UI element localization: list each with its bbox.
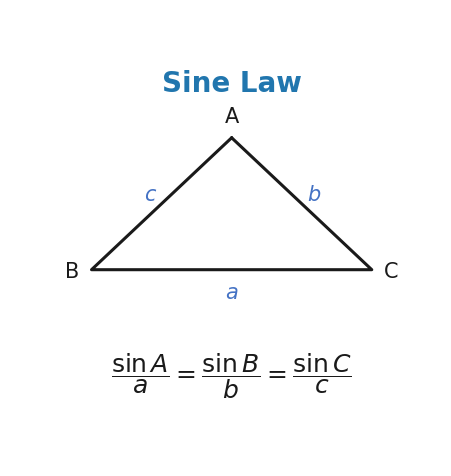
Text: A: A bbox=[224, 107, 238, 127]
Text: a: a bbox=[225, 283, 238, 303]
Text: c: c bbox=[143, 185, 155, 205]
Text: b: b bbox=[307, 185, 320, 205]
Text: C: C bbox=[383, 261, 398, 281]
Text: Sine Law: Sine Law bbox=[161, 70, 301, 98]
Text: B: B bbox=[65, 261, 79, 281]
Text: $\dfrac{\sin A}{a} = \dfrac{\sin B}{b} = \dfrac{\sin C}{c}$: $\dfrac{\sin A}{a} = \dfrac{\sin B}{b} =… bbox=[111, 351, 351, 401]
